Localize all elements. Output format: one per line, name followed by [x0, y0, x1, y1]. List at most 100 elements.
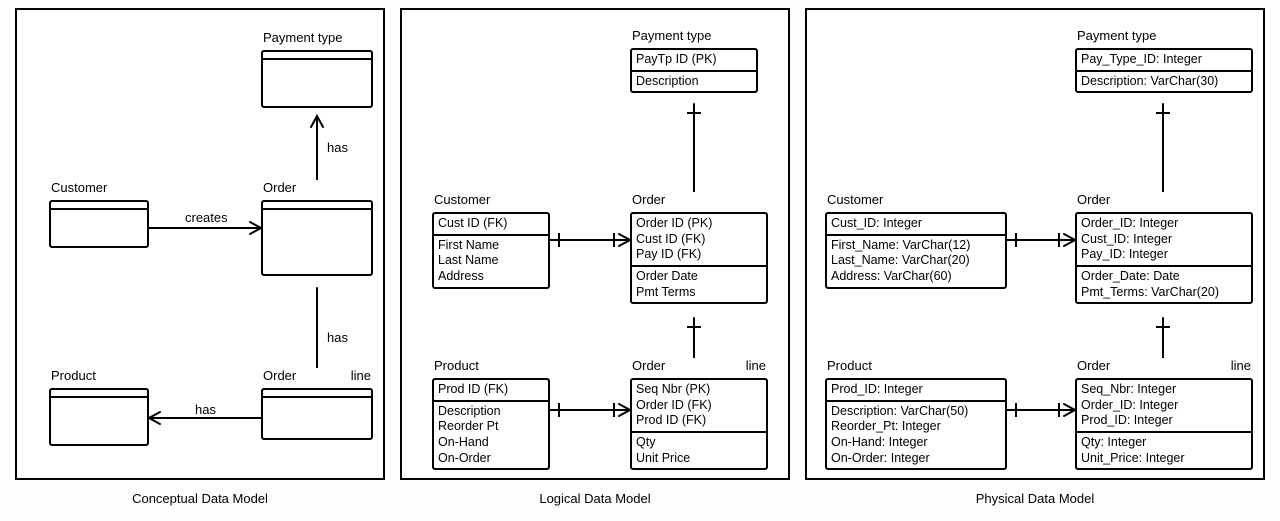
attribute-line: Pmt_Terms: VarChar(20) [1081, 285, 1247, 301]
entity-section: Description: VarChar(50)Reorder_Pt: Inte… [827, 402, 1005, 469]
entity-box: Cust ID (FK) First NameLast NameAddress [432, 212, 550, 289]
entity-box: Cust_ID: Integer First_Name: VarChar(12)L… [825, 212, 1007, 289]
entity-section: Description [632, 72, 756, 92]
attribute-line: Prod ID (FK) [438, 382, 544, 398]
attribute-line: Order_ID: Integer [1081, 216, 1247, 232]
relation-label: creates [185, 210, 228, 225]
attribute-line: Cust ID (FK) [636, 232, 762, 248]
attribute-line: Seq_Nbr: Integer [1081, 382, 1247, 398]
attribute-line: PayTp ID (PK) [636, 52, 752, 68]
entity-c_product: Product [49, 368, 149, 446]
entity-box: PayTp ID (PK) Description [630, 48, 758, 93]
attribute-line: Pay_Type_ID: Integer [1081, 52, 1247, 68]
entity-c_customer: Customer [49, 180, 149, 248]
attribute-line: Prod ID (FK) [636, 413, 762, 429]
entity-c_orderline: Orderline [261, 368, 373, 440]
attribute-line: Description [636, 74, 752, 90]
attribute-line: Last Name [438, 253, 544, 269]
panel-conceptual: Conceptual Data ModelPayment type Custom… [15, 8, 385, 480]
entity-p_customer: Customer Cust_ID: Integer First_Name: VarC… [825, 192, 1007, 289]
entity-p_order: Order Order_ID: IntegerCust_ID: IntegerPa… [1075, 192, 1253, 304]
attribute-line: Qty [636, 435, 762, 451]
entity-section [51, 202, 147, 210]
entity-section: Order_ID: IntegerCust_ID: IntegerPay_ID:… [1077, 214, 1251, 267]
entity-c_payment: Payment type [261, 30, 373, 108]
entity-section [51, 390, 147, 398]
attribute-line: Pay ID (FK) [636, 247, 762, 263]
entity-box [261, 200, 373, 276]
entity-name: Payment type [1075, 28, 1253, 46]
entity-box: Prod_ID: Integer Description: VarChar(50)… [825, 378, 1007, 470]
attribute-line: Order ID (PK) [636, 216, 762, 232]
entity-l_order: Order Order ID (PK)Cust ID (FK)Pay ID (FK… [630, 192, 768, 304]
entity-section: Order DatePmt Terms [632, 267, 766, 302]
entity-name: Order [630, 192, 768, 210]
attribute-line: Unit_Price: Integer [1081, 451, 1247, 467]
attribute-line: On-Order [438, 451, 544, 467]
entity-section: DescriptionReorder PtOn-HandOn-Order [434, 402, 548, 469]
entity-box [261, 388, 373, 440]
entity-section: Prod ID (FK) [434, 380, 548, 402]
entity-section: QtyUnit Price [632, 433, 766, 468]
entity-box: Seq Nbr (PK)Order ID (FK)Prod ID (FK) Qty… [630, 378, 768, 470]
attribute-line: First Name [438, 238, 544, 254]
attribute-line: First_Name: VarChar(12) [831, 238, 1001, 254]
entity-box: Order_ID: IntegerCust_ID: IntegerPay_ID:… [1075, 212, 1253, 304]
entity-name: Orderline [630, 358, 768, 376]
attribute-line: Prod_ID: Integer [1081, 413, 1247, 429]
entity-section: Prod_ID: Integer [827, 380, 1005, 402]
attribute-line: Prod_ID: Integer [831, 382, 1001, 398]
entity-l_orderline: Orderline Seq Nbr (PK)Order ID (FK)Prod I… [630, 358, 768, 470]
entity-box [261, 50, 373, 108]
panel-physical: Physical Data ModelPayment typePay_Type_… [805, 8, 1265, 480]
attribute-line: Description: VarChar(30) [1081, 74, 1247, 90]
entity-box: Pay_Type_ID: Integer Description: VarChar… [1075, 48, 1253, 93]
entity-name: Order [1075, 192, 1253, 210]
entity-section: First_Name: VarChar(12)Last_Name: VarCha… [827, 236, 1005, 287]
entity-name: Order [261, 180, 373, 198]
entity-box: Order ID (PK)Cust ID (FK)Pay ID (FK) Orde… [630, 212, 768, 304]
relation-label: has [327, 330, 348, 345]
entity-name: Product [432, 358, 550, 376]
attribute-line: Qty: Integer [1081, 435, 1247, 451]
entity-name: Payment type [630, 28, 758, 46]
entity-box [49, 388, 149, 446]
entity-p_payment: Payment type Pay_Type_ID: Integer Descript… [1075, 28, 1253, 93]
attribute-line: Pmt Terms [636, 285, 762, 301]
attribute-line: Seq Nbr (PK) [636, 382, 762, 398]
entity-section: PayTp ID (PK) [632, 50, 756, 72]
attribute-line: Address [438, 269, 544, 285]
attribute-line: Order Date [636, 269, 762, 285]
attribute-line: Pay_ID: Integer [1081, 247, 1247, 263]
relation-label: has [327, 140, 348, 155]
entity-section [263, 52, 371, 60]
attribute-line: Cust ID (FK) [438, 216, 544, 232]
attribute-line: Address: VarChar(60) [831, 269, 1001, 285]
entity-section: First NameLast NameAddress [434, 236, 548, 287]
entity-l_customer: CustomerCust ID (FK)First NameLast NameA… [432, 192, 550, 289]
entity-section: Cust_ID: Integer [827, 214, 1005, 236]
entity-section: Qty: IntegerUnit_Price: Integer [1077, 433, 1251, 468]
entity-section: Order_Date: DatePmt_Terms: VarChar(20) [1077, 267, 1251, 302]
attribute-line: Cust_ID: Integer [831, 216, 1001, 232]
attribute-line: Unit Price [636, 451, 762, 467]
attribute-line: Order_ID: Integer [1081, 398, 1247, 414]
entity-section: Cust ID (FK) [434, 214, 548, 236]
entity-section [263, 210, 371, 274]
entity-name: Customer [825, 192, 1007, 210]
entity-section [263, 202, 371, 210]
entity-name: Payment type [261, 30, 373, 48]
entity-p_product: ProductProd_ID: IntegerDescription: VarC… [825, 358, 1007, 470]
entity-box: Seq_Nbr: IntegerOrder_ID: IntegerProd_ID… [1075, 378, 1253, 470]
entity-name: Orderline [261, 368, 373, 386]
panel-title: Physical Data Model [976, 491, 1095, 506]
entity-section: Pay_Type_ID: Integer [1077, 50, 1251, 72]
entity-c_order: Order [261, 180, 373, 276]
entity-box [49, 200, 149, 248]
entity-name: Customer [49, 180, 149, 198]
panel-title: Conceptual Data Model [132, 491, 268, 506]
entity-section [263, 398, 371, 438]
entity-section [51, 210, 147, 246]
attribute-line: Order ID (FK) [636, 398, 762, 414]
entity-section: Seq_Nbr: IntegerOrder_ID: IntegerProd_ID… [1077, 380, 1251, 433]
